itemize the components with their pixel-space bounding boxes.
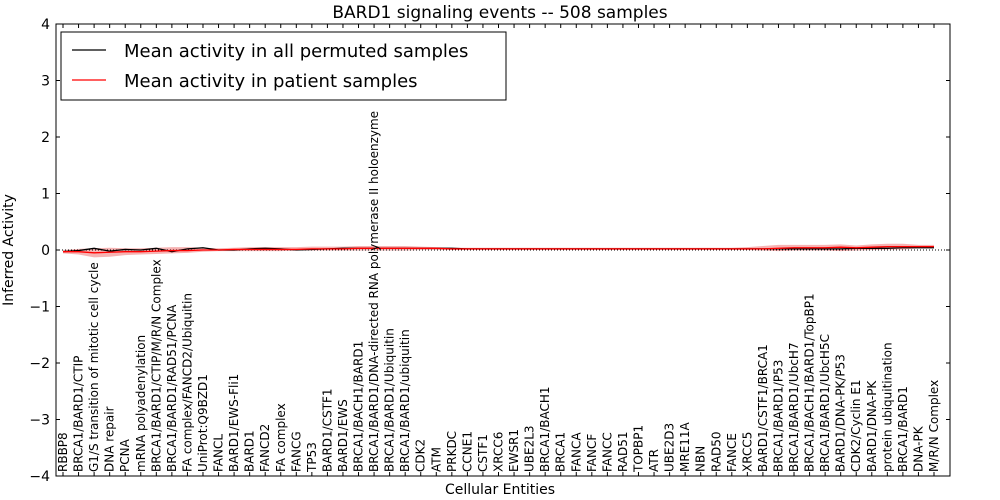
- legend: Mean activity in all permuted samples Me…: [60, 31, 507, 101]
- category-label: mRNA polyadenylation: [134, 335, 148, 472]
- patient-band-area: [63, 243, 934, 258]
- y-axis-title: Inferred Activity: [1, 194, 17, 306]
- category-label: RAD50: [709, 431, 723, 472]
- category-label: BRCA1/BARD1/Ubiquitin: [383, 328, 397, 472]
- category-label: BRCA1/BARD1/CTIP: [72, 356, 86, 472]
- category-label: CSTF1: [476, 434, 490, 472]
- chart-title: BARD1 signaling events -- 508 samples: [332, 3, 667, 23]
- category-label: BRCA1/BARD1: [896, 386, 910, 472]
- y-tick-label: 1: [41, 187, 50, 203]
- category-label: M/R/N Complex: [927, 380, 941, 472]
- category-label: ATR: [647, 449, 661, 472]
- category-label: TOPBP1: [631, 425, 645, 473]
- category-label: BRCA1/BARD1/P53: [771, 360, 785, 472]
- category-label: BRCA1: [554, 432, 568, 472]
- y-tick-label: 2: [41, 130, 50, 146]
- category-label: BRCA1/BACH1/BARD1/TopBP1: [803, 293, 817, 472]
- y-tick-label: −1: [29, 300, 50, 316]
- category-label: BRCA1/BARD1/RAD51/PCNA: [165, 304, 179, 472]
- category-label: BARD1: [243, 430, 257, 472]
- category-label: EWSR1: [507, 429, 521, 472]
- category-label: XRCC6: [492, 432, 506, 472]
- category-label: FANCA: [569, 432, 583, 472]
- category-label: RBBP8: [56, 432, 70, 472]
- category-label: CDK2/Cyclin E1: [849, 379, 863, 472]
- category-label: FANCE: [725, 433, 739, 472]
- category-label: FA complex/FANCD2/Ubiquitin: [180, 293, 194, 472]
- category-label: G1/S transition of mitotic cell cycle: [87, 262, 101, 472]
- category-label: BRCA1/BACH1/BARD1: [352, 341, 366, 472]
- plot-area: [56, 243, 950, 258]
- category-label: BRCA1/BARD1/CTIP/M/R/N Complex: [149, 259, 163, 472]
- category-label: XRCC5: [740, 432, 754, 472]
- category-label: BARD1/CSTF1: [320, 388, 334, 472]
- x-axis-title: Cellular Entities: [445, 482, 555, 498]
- category-label: BARD1/CSTF1/BRCA1: [756, 344, 770, 472]
- y-tick-label: 0: [41, 243, 50, 259]
- category-label: BRCA1/BARD1/UbcH5C: [818, 334, 832, 472]
- category-label: UBE2D3: [663, 423, 677, 472]
- category-label: FANCC: [600, 432, 614, 472]
- category-label: UBE2L3: [523, 425, 537, 472]
- category-label: protein ubiquitination: [880, 342, 894, 472]
- category-label: DNA repair: [103, 406, 117, 472]
- y-tick-label: −4: [29, 469, 50, 485]
- category-label: BARD1/EWS-Fli1: [227, 374, 241, 472]
- category-label: FA complex: [274, 403, 288, 472]
- category-label: UniProt:Q9BZD1: [196, 374, 210, 472]
- category-label: CCNE1: [460, 431, 474, 472]
- category-label: TP53: [305, 442, 319, 473]
- category-label: BRCA1/BACH1: [538, 386, 552, 472]
- axes: −4 −3 −2 −1 0 1 2 3 4 RBBP8 BRCA1/BARD1/CTIP G1/S t…: [29, 17, 950, 485]
- category-label: FANCG: [289, 431, 303, 472]
- category-label: PCNA: [118, 438, 132, 472]
- category-label: BRCA1/BARD1/DNA-directed RNA polymerase …: [367, 111, 381, 472]
- category-label: CDK2: [414, 439, 428, 472]
- legend-permuted-label: Mean activity in all permuted samples: [124, 41, 468, 62]
- category-label: BARD1/DNA-PK/P53: [834, 354, 848, 472]
- category-label: BRCA1/BARD1/ubiquitin: [398, 329, 412, 472]
- category-label: BARD1/EWS: [336, 399, 350, 472]
- category-label: PRKDC: [445, 431, 459, 472]
- category-label: ATM: [429, 447, 443, 472]
- category-label: FANCF: [585, 434, 599, 472]
- legend-box: [60, 31, 507, 101]
- series-line-patient: [63, 245, 934, 254]
- y-tick-label: −3: [29, 413, 50, 429]
- y-tick-label: −2: [29, 356, 50, 372]
- category-label: NBN: [694, 446, 708, 472]
- category-label: MRE11A: [678, 421, 692, 472]
- y-tick-label: 3: [41, 74, 50, 90]
- category-label: RAD51: [616, 431, 630, 472]
- category-label: FANCL: [212, 434, 226, 472]
- category-label: BRCA1/BARD1/UbcH7: [787, 342, 801, 472]
- y-tick-label: 4: [41, 17, 50, 33]
- legend-patient-label: Mean activity in patient samples: [124, 71, 418, 92]
- category-label: BARD1/DNA-PK: [865, 380, 879, 472]
- category-label: DNA-PK: [911, 425, 925, 472]
- category-label: FANCD2: [258, 424, 272, 472]
